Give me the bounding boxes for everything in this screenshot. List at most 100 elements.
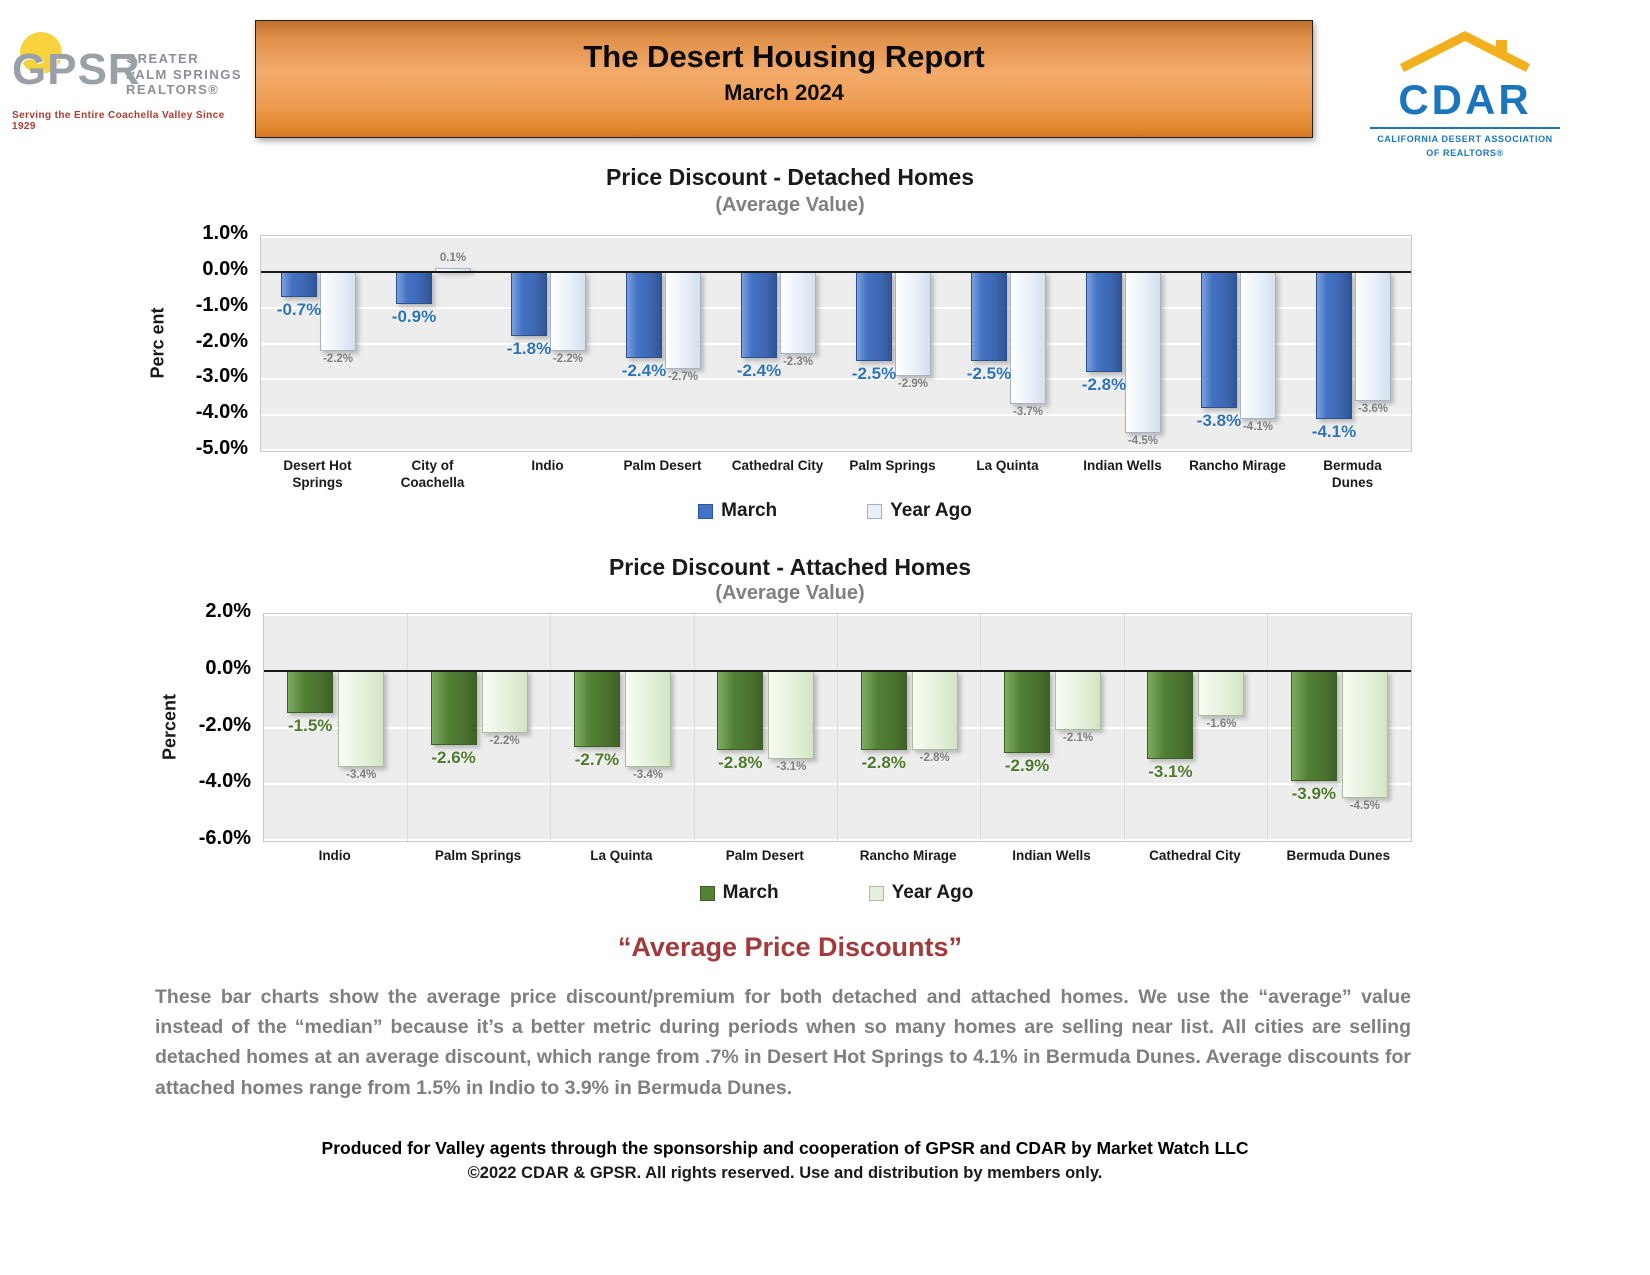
y-axis-tick: -4.0%	[198, 770, 251, 793]
x-axis-category: Bermuda Dunes	[1323, 458, 1382, 490]
legend-label: March	[722, 882, 779, 903]
bar-value-label: -2.9%	[897, 377, 929, 390]
legend-label: Year Ago	[890, 500, 972, 521]
y-axis-tick: 1.0%	[202, 222, 248, 244]
bar-value-label: -2.1%	[1063, 732, 1094, 745]
y-axis-title: Perc ent	[147, 306, 168, 379]
x-axis-categories: Desert Hot Springs City of Coachella Indio…	[260, 458, 1410, 492]
gridline-vertical	[1123, 614, 1125, 841]
legend-item-march: March	[698, 500, 777, 522]
gpsr-tagline: Serving the Entire Coachella Valley Sinc…	[12, 110, 225, 132]
bar-value-label: -1.6%	[1206, 718, 1237, 731]
y-axis-tick: -4.0%	[195, 401, 248, 424]
bar	[1010, 271, 1046, 405]
callout-body: These bar charts show the average price …	[155, 986, 1411, 1099]
gridline	[261, 449, 1411, 451]
legend-item-year-ago: Year Ago	[867, 500, 972, 522]
y-axis-tick: -2.0%	[195, 329, 248, 352]
gpsr-name-line: PALM SPRINGS	[126, 66, 242, 82]
bar	[1201, 271, 1237, 408]
bar-value-label: -3.7%	[1012, 406, 1044, 419]
gpsr-name-line: GREATER	[126, 51, 200, 66]
x-axis-category: Desert Hot Springs	[283, 458, 352, 490]
march-swatch-icon	[698, 503, 714, 519]
bar-value-label: -2.8%	[919, 752, 950, 765]
chart1-subtitle: (Average Value)	[715, 194, 865, 216]
cdar-logo: CDAR CALIFORNIA DESERT ASSOCIATION OF RE…	[1360, 28, 1570, 160]
y-axis-tick: 2.0%	[205, 600, 251, 622]
bar-value-label: -3.9%	[1291, 784, 1337, 804]
y-axis-tick: -5.0%	[195, 437, 248, 459]
x-axis-category: Cathedral City	[731, 458, 824, 473]
year-ago-swatch-icon	[867, 503, 883, 519]
bar	[396, 271, 432, 305]
bar	[741, 271, 777, 358]
bar	[573, 670, 620, 748]
gpsr-name-line: REALTORS®	[126, 82, 220, 98]
bar	[1341, 670, 1388, 799]
y-axis-tick: -1.0%	[195, 293, 248, 316]
bar	[287, 670, 334, 714]
x-axis-category: Indio	[318, 848, 351, 863]
bar	[665, 271, 701, 369]
gridline-vertical	[1267, 614, 1269, 841]
plot-area: -0.7% -0.9% -1.8% -2.4% -2.4% -2.5% -2.5% -2.8%…	[260, 235, 1412, 452]
cdar-acronym: CDAR	[1398, 76, 1532, 123]
bar	[281, 271, 317, 297]
bar	[481, 670, 528, 734]
bar	[626, 271, 662, 358]
bar	[856, 271, 892, 362]
bar	[1125, 271, 1161, 434]
bar-value-label: -3.1%	[1148, 761, 1193, 781]
y-axis-title: Percent	[159, 693, 180, 760]
bar-value-label: -2.7%	[667, 370, 699, 383]
bar-value-label: 0.1%	[439, 252, 467, 265]
chart2-subtitle: (Average Value)	[715, 582, 865, 604]
bar	[860, 670, 907, 751]
gpsr-logo-row: GPSR GREATER PALM SPRINGS REALTORS®	[12, 32, 250, 100]
bar-value-label: -2.8%	[718, 753, 763, 773]
x-axis-category: Palm Desert	[623, 458, 702, 473]
bar-value-label: -0.9%	[391, 307, 437, 327]
bar-value-label: -2.4%	[621, 360, 667, 380]
legend-item-year-ago: Year Ago	[868, 882, 973, 904]
bar	[780, 271, 816, 355]
bar	[1198, 670, 1245, 717]
bar-value-label: -1.5%	[287, 716, 333, 736]
x-axis-category: Palm Desert	[725, 848, 804, 863]
chart2-legend: March Year Ago	[263, 882, 1410, 904]
bar-value-label: -2.5%	[851, 364, 897, 384]
bar	[320, 271, 356, 351]
gridline-vertical	[837, 614, 838, 841]
bar-value-label: -2.4%	[736, 360, 782, 380]
march-swatch-icon	[699, 885, 715, 901]
bar-value-label: -2.8%	[861, 753, 906, 773]
bar	[511, 271, 547, 337]
legend-label: March	[721, 500, 778, 521]
y-axis-tick: 0.0%	[202, 257, 248, 280]
bar	[768, 670, 815, 759]
bar	[911, 670, 958, 751]
gpsr-acronym: GPSR	[12, 45, 141, 94]
x-axis-category: Indian Wells	[1012, 848, 1091, 863]
footer-line2: ©2022 CDAR & GPSR. All rights reserved. …	[467, 1164, 1103, 1182]
gpsr-sun-mark: GPSR	[12, 32, 140, 100]
bar-value-label: -3.6%	[1357, 402, 1389, 415]
x-axis-category: Indian Wells	[1083, 458, 1162, 473]
bar-value-label: -3.4%	[632, 769, 663, 782]
gridline-vertical	[980, 614, 982, 841]
gridline	[261, 378, 1411, 381]
x-axis-category: City of Coachella	[400, 458, 465, 490]
zero-axis-line	[264, 669, 1411, 672]
x-axis-category: La Quinta	[976, 458, 1039, 473]
x-axis-category: Palm Springs	[849, 458, 936, 473]
zero-axis-line	[261, 270, 1411, 273]
gridline	[261, 306, 1411, 309]
bar	[1316, 271, 1352, 419]
bar	[338, 670, 385, 768]
bar	[895, 271, 931, 376]
y-axis-tick: -6.0%	[198, 827, 251, 849]
bar	[1086, 271, 1122, 373]
callout-heading: “Average Price Discounts”	[617, 932, 963, 962]
